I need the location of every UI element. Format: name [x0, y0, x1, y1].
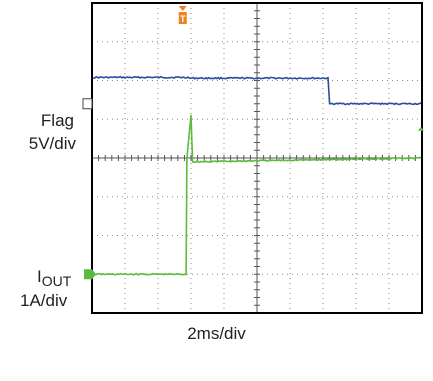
iout-scale-label: 1A/div: [20, 291, 68, 310]
chart-grid: [91, 2, 423, 314]
trigger-arrow-icon: [178, 6, 187, 11]
chart-markers: T: [82, 6, 424, 280]
trace-iout: [91, 114, 422, 276]
plot-frame: [91, 2, 423, 314]
x-axis-scale-label: 2ms/div: [187, 324, 246, 343]
iout-ground-marker-icon: [84, 269, 96, 280]
flag-scale-label: 5V/div: [28, 134, 76, 153]
iout-channel-label: IOUT: [37, 267, 72, 289]
chart-traces: [91, 75, 423, 276]
flag-ground-marker-icon: [82, 98, 93, 110]
iout-channel-subscript: OUT: [41, 273, 72, 289]
trigger-marker-label: T: [180, 14, 186, 24]
trace-flag: [91, 75, 423, 106]
trigger-marker-icon: [178, 12, 187, 24]
iout-edge-marker-icon: [418, 126, 424, 131]
flag-channel-label: Flag: [40, 111, 74, 130]
